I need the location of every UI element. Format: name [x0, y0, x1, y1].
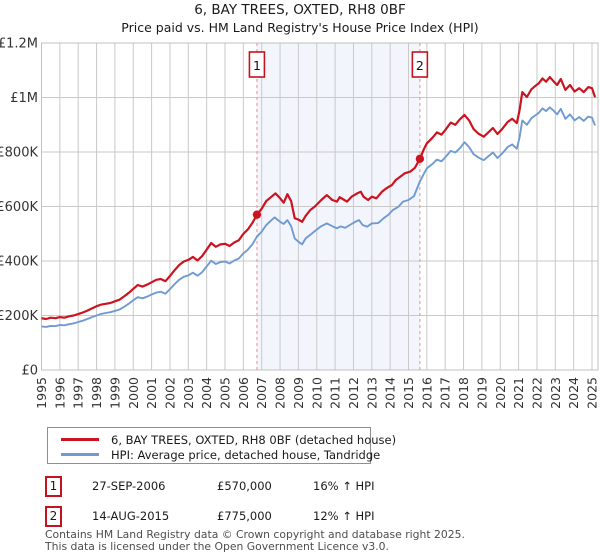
x-axis-tick-label: 1999: [107, 377, 122, 409]
x-axis-tick-label: 2013: [364, 377, 379, 409]
transaction-1-number-badge: 1: [45, 476, 62, 497]
transaction-2-price: £775,000: [217, 509, 272, 523]
x-axis-tick-label: 2020: [493, 377, 508, 409]
x-axis-tick-label: 1996: [52, 377, 67, 409]
legend-row-property: 6, BAY TREES, OXTED, RH8 0BF (detached h…: [61, 432, 396, 447]
x-axis-tick-label: 2005: [218, 377, 233, 409]
x-axis-tick-label: 2024: [566, 377, 581, 409]
x-axis-tick-label: 2021: [511, 377, 526, 409]
legend: 6, BAY TREES, OXTED, RH8 0BF (detached h…: [47, 427, 396, 464]
x-axis-tick-label: 1998: [89, 377, 104, 409]
sale-marker-box: [411, 51, 429, 78]
license-footer-line1: Contains HM Land Registry data © Crown c…: [45, 528, 465, 541]
sale-point-dot: [415, 154, 425, 164]
x-axis-tick-label: 2001: [144, 377, 159, 409]
x-axis-tick-label: 2007: [254, 377, 269, 409]
x-axis-tick-label: 2016: [419, 377, 434, 409]
x-axis-tick-label: 2004: [199, 377, 214, 409]
transaction-2-date: 14-AUG-2015: [92, 509, 170, 523]
x-axis-tick-label: 2025: [585, 377, 600, 409]
y-axis-tick-label: £1M: [10, 91, 38, 106]
x-axis-tick-label: 2000: [126, 377, 141, 409]
x-axis-tick-label: 1997: [71, 377, 86, 409]
x-axis-tick-label: 2017: [438, 377, 453, 409]
transaction-1-price: £570,000: [217, 479, 272, 493]
hpi-line-swatch: [61, 453, 99, 456]
hpi-line-label: HPI: Average price, detached house, Tand…: [111, 447, 381, 462]
x-axis-tick-label: 2012: [346, 377, 361, 409]
transaction-row-2: 2 14-AUG-2015 £775,000 12% ↑ HPI: [45, 506, 585, 528]
license-footer: Contains HM Land Registry data © Crown c…: [45, 529, 465, 553]
chart-subtitle: Price paid vs. HM Land Registry's House …: [121, 20, 479, 35]
sale-point-dot: [252, 210, 262, 219]
transaction-1-vs-hpi: 16% ↑ HPI: [313, 479, 375, 493]
x-axis-tick-label: 2014: [383, 377, 398, 409]
x-axis-tick-label: 2011: [328, 377, 343, 409]
y-axis-tick-label: £400K: [0, 255, 38, 270]
y-axis-tick-label: £600K: [0, 200, 38, 215]
transaction-row-1: 1 27-SEP-2006 £570,000 16% ↑ HPI: [45, 476, 585, 498]
property-line-label: 6, BAY TREES, OXTED, RH8 0BF (detached h…: [111, 432, 397, 447]
property-price-line: [41, 75, 596, 321]
license-footer-line2: This data is licensed under the Open Gov…: [45, 540, 389, 553]
chart-title: 6, BAY TREES, OXTED, RH8 0BF: [194, 2, 406, 18]
hpi-average-line: [41, 106, 596, 328]
sale-marker-number: 2: [416, 58, 424, 73]
legend-row-hpi: HPI: Average price, detached house, Tand…: [61, 447, 380, 462]
x-axis-tick-label: 2006: [236, 377, 251, 409]
sale-marker-box: [248, 51, 266, 78]
y-axis-tick-label: £0: [21, 364, 38, 379]
sale-marker-number: 1: [253, 58, 261, 73]
x-axis-tick-label: 2003: [181, 377, 196, 409]
x-axis-tick-label: 2023: [548, 377, 563, 409]
x-axis-tick-label: 2010: [309, 377, 324, 409]
x-axis-tick-label: 1995: [34, 377, 49, 409]
property-line-swatch: [61, 438, 99, 441]
plot-border: [41, 42, 599, 371]
x-axis-tick-label: 2019: [474, 377, 489, 409]
y-axis-tick-label: £1.2M: [0, 37, 38, 52]
y-axis-tick-label: £800K: [0, 146, 38, 161]
x-axis-tick-label: 2015: [401, 377, 416, 409]
x-axis-tick-label: 2022: [529, 377, 544, 409]
price-chart: 1 2 £0 £200K £400K £600K £800K £1M £1.2M 1995 1996…: [0, 37, 600, 409]
transaction-2-number-badge: 2: [45, 506, 62, 527]
x-axis-tick-label: 2009: [291, 377, 306, 409]
x-axis-tick-label: 2002: [162, 377, 177, 409]
x-axis-tick-label: 2008: [273, 377, 288, 409]
transaction-1-date: 27-SEP-2006: [92, 479, 166, 493]
transaction-2-vs-hpi: 12% ↑ HPI: [313, 509, 375, 523]
y-axis-tick-label: £200K: [0, 309, 38, 324]
x-axis-tick-label: 2018: [456, 377, 471, 409]
